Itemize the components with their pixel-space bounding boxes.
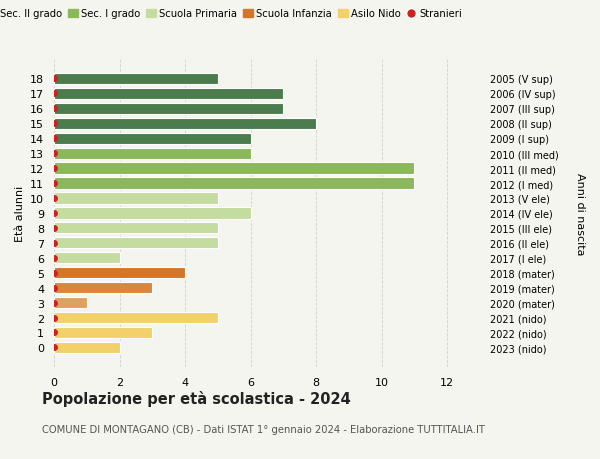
Bar	[54, 133, 251, 145]
Bar	[54, 178, 415, 189]
Bar	[54, 342, 119, 353]
Bar	[54, 89, 283, 100]
Bar	[54, 148, 251, 159]
Bar	[54, 297, 87, 308]
Bar	[54, 118, 316, 129]
Bar	[54, 268, 185, 279]
Bar	[54, 208, 251, 219]
Bar	[54, 312, 218, 324]
Y-axis label: Età alunni: Età alunni	[14, 185, 25, 241]
Bar	[54, 103, 283, 115]
Bar	[54, 238, 218, 249]
Bar	[54, 223, 218, 234]
Y-axis label: Anni di nascita: Anni di nascita	[575, 172, 585, 255]
Bar	[54, 163, 415, 174]
Bar	[54, 282, 152, 294]
Bar	[54, 193, 218, 204]
Bar	[54, 327, 152, 338]
Legend: Sec. II grado, Sec. I grado, Scuola Primaria, Scuola Infanzia, Asilo Nido, Stran: Sec. II grado, Sec. I grado, Scuola Prim…	[0, 9, 462, 19]
Bar	[54, 73, 218, 85]
Bar	[54, 252, 119, 264]
Text: Popolazione per età scolastica - 2024: Popolazione per età scolastica - 2024	[42, 390, 351, 406]
Text: COMUNE DI MONTAGANO (CB) - Dati ISTAT 1° gennaio 2024 - Elaborazione TUTTITALIA.: COMUNE DI MONTAGANO (CB) - Dati ISTAT 1°…	[42, 424, 485, 434]
